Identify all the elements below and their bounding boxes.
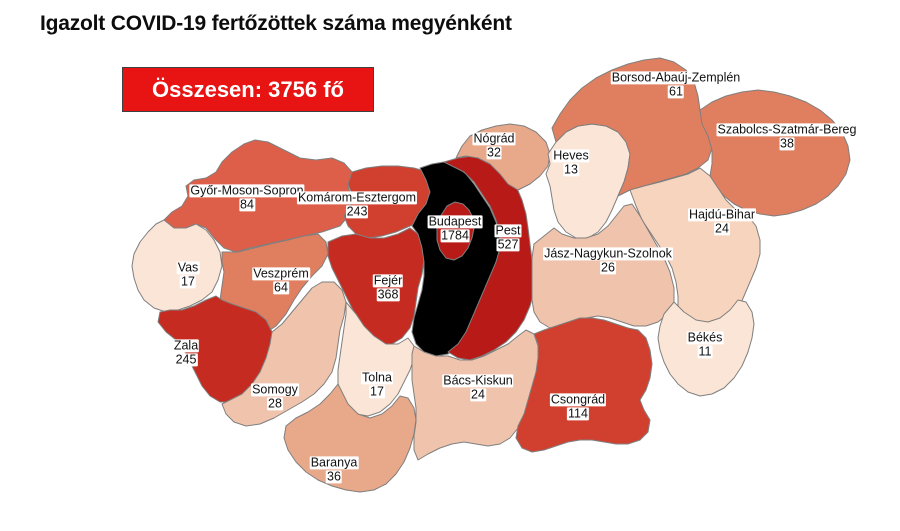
county-label-somogy[interactable]: Somogy 28 — [251, 382, 299, 411]
county-value: 61 — [668, 84, 684, 99]
county-label-gyor-moson-sopron[interactable]: Győr-Moson-Sopron 84 — [189, 183, 305, 212]
total-cases-label: Összesen: 3756 fő — [152, 76, 344, 102]
county-label-bekes[interactable]: Békés 11 — [686, 330, 724, 359]
county-label-baranya[interactable]: Baranya 36 — [309, 455, 359, 484]
total-cases-badge[interactable]: Összesen: 3756 fő — [122, 67, 374, 112]
county-value: 24 — [470, 387, 486, 402]
county-value: 245 — [174, 352, 198, 367]
county-name: Hajdú-Bihar — [687, 207, 757, 222]
county-value: 114 — [567, 406, 589, 421]
county-name: Heves — [552, 148, 590, 163]
county-name: Szabolcs-Szatmár-Bereg — [716, 122, 858, 137]
county-value: 32 — [486, 145, 502, 160]
county-label-hajdu-bihar[interactable]: Hajdú-Bihar 24 — [687, 207, 757, 236]
county-name: Komárom-Esztergom — [296, 190, 418, 205]
county-name: Borsod-Abaúj-Zemplén — [610, 70, 742, 85]
county-name: Zala — [172, 338, 200, 353]
county-name: Pest — [494, 223, 522, 238]
county-value: 84 — [239, 197, 255, 212]
county-label-budapest[interactable]: Budapest 1784 — [427, 214, 483, 243]
county-name: Csongrád — [549, 392, 607, 407]
county-shape-tolna[interactable] — [337, 301, 415, 417]
county-label-pest[interactable]: Pest 527 — [494, 223, 522, 252]
county-value: 64 — [273, 280, 289, 295]
county-shape-zala[interactable] — [157, 295, 273, 403]
county-value: 243 — [345, 204, 369, 219]
county-value: 11 — [697, 344, 713, 359]
county-name: Nógrád — [472, 131, 516, 146]
county-label-bacs-kiskun[interactable]: Bács-Kiskun 24 — [442, 373, 514, 402]
county-label-fejer[interactable]: Fejér 368 — [372, 273, 404, 302]
county-label-komarom-esztergom[interactable]: Komárom-Esztergom 243 — [296, 190, 418, 219]
county-label-szabolcs-szatmar-bereg[interactable]: Szabolcs-Szatmár-Bereg 38 — [716, 122, 858, 151]
county-name: Bács-Kiskun — [442, 373, 514, 388]
county-label-veszprem[interactable]: Veszprém 64 — [252, 266, 310, 295]
county-value: 28 — [267, 396, 283, 411]
county-name: Veszprém — [252, 266, 310, 281]
county-label-tolna[interactable]: Tolna 17 — [361, 370, 393, 399]
county-value: 1784 — [440, 228, 470, 243]
county-label-csongrad[interactable]: Csongrád 114 — [549, 392, 607, 421]
county-value: 38 — [779, 136, 795, 151]
county-name: Vas — [176, 260, 200, 275]
county-shape-csongrad[interactable] — [515, 317, 653, 453]
county-name: Békés — [686, 330, 724, 345]
county-label-vas[interactable]: Vas 17 — [176, 260, 200, 289]
county-name: Jász-Nagykun-Szolnok — [543, 246, 673, 261]
county-label-heves[interactable]: Heves 13 — [552, 148, 590, 177]
county-value: 26 — [600, 260, 616, 275]
county-value: 24 — [714, 221, 730, 236]
county-label-borsod-abauj-zemplen[interactable]: Borsod-Abaúj-Zemplén 61 — [610, 70, 742, 99]
county-value: 17 — [369, 384, 385, 399]
county-name: Győr-Moson-Sopron — [189, 183, 305, 198]
county-name: Somogy — [251, 382, 299, 397]
page-title: Igazolt COVID-19 fertőzöttek száma megyé… — [40, 12, 512, 35]
county-name: Baranya — [309, 455, 359, 470]
county-value: 368 — [376, 287, 400, 302]
county-label-jasz-nagykun-szolnok[interactable]: Jász-Nagykun-Szolnok 26 — [543, 246, 673, 275]
county-value: 527 — [496, 237, 520, 252]
county-value: 17 — [180, 274, 196, 289]
county-name: Tolna — [361, 370, 393, 385]
county-value: 36 — [326, 469, 342, 484]
county-name: Budapest — [427, 214, 483, 229]
county-label-nograd[interactable]: Nógrád 32 — [472, 131, 516, 160]
county-value: 13 — [563, 162, 579, 177]
county-name: Fejér — [372, 273, 404, 288]
county-label-zala[interactable]: Zala 245 — [172, 338, 200, 367]
